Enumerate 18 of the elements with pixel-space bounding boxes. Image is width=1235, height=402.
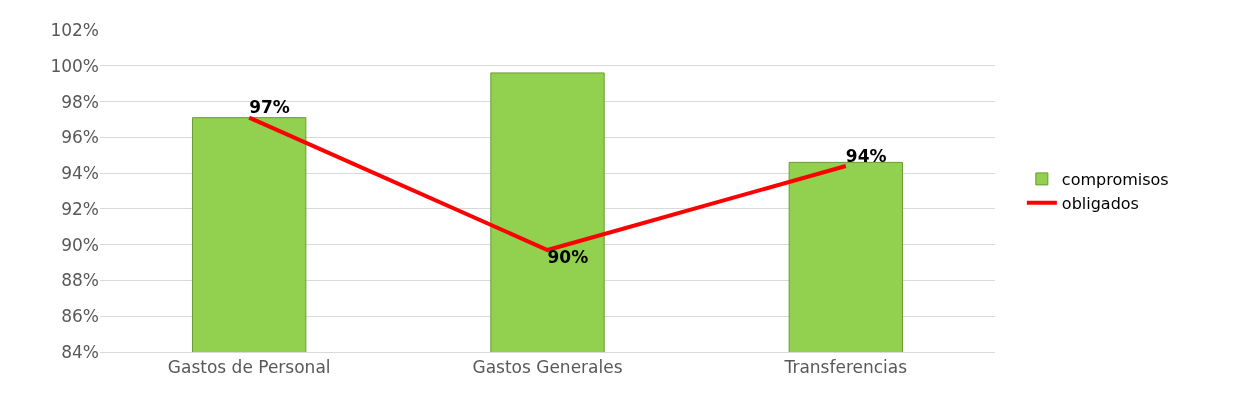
legend-label: compromisos [1061, 170, 1169, 190]
y-tick-label: 96% [61, 127, 99, 148]
x-tick-label: Gastos de Personal [167, 357, 331, 378]
y-tick-label: 100% [50, 55, 99, 76]
data-label: 90% [547, 246, 589, 267]
y-tick-label: 90% [61, 234, 99, 255]
y-tick-label: 84% [61, 341, 99, 362]
legend-label: obligados [1061, 193, 1139, 213]
y-tick-label: 88% [61, 270, 99, 291]
y-tick-label: 94% [61, 163, 99, 184]
y-tick-label: 102% [50, 19, 99, 40]
x-tick-label: Gastos Generales [472, 357, 623, 378]
data-label: 94% [845, 145, 887, 166]
y-tick-label: 92% [61, 198, 99, 219]
data-label: 97% [249, 97, 290, 118]
x-tick-label: Transferencias [783, 357, 908, 378]
y-tick-label: 86% [61, 306, 99, 327]
y-tick-label: 98% [61, 91, 99, 112]
